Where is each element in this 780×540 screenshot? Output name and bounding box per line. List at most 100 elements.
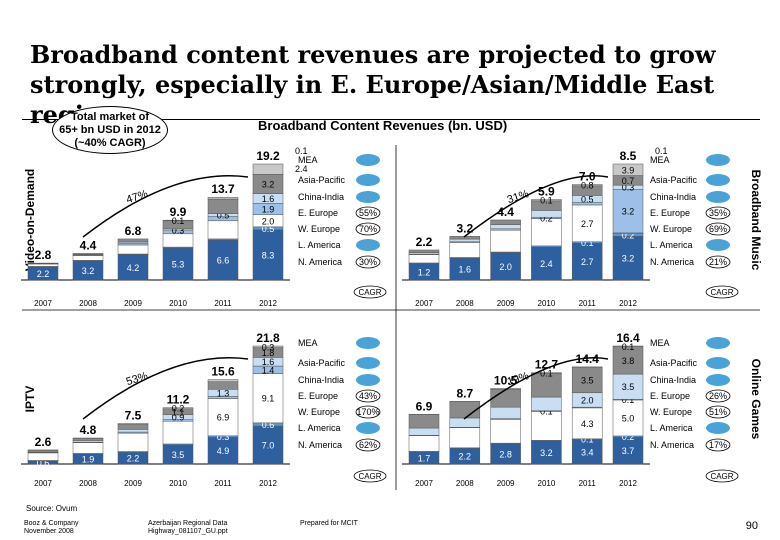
total-label-0-3: 9.9 [170, 205, 187, 219]
bar-3-0-4 [408, 427, 440, 436]
bar-label-1-5-1: 0.2 [622, 230, 635, 240]
cagr-badge-3-6 [705, 438, 731, 452]
year-label-3-2: 2009 [497, 479, 515, 488]
year-label-1-3: 2010 [538, 299, 556, 308]
bar-1-2-2 [490, 229, 521, 253]
total-label-3-0: 6.9 [416, 399, 433, 413]
total-label-1-0: 2.2 [416, 235, 433, 249]
cagr-badge-0-1 [356, 174, 380, 186]
bar-3-5-5 [612, 346, 644, 375]
charts-subtitle: Broadband Content Revenues (bn. USD) [258, 118, 508, 133]
bar-label-1-0-0: 1.2 [418, 267, 431, 277]
bar-label-1-3-0: 2.4 [540, 259, 553, 269]
bar-0-2-5 [117, 238, 149, 243]
bar-label-0-3-0: 5.3 [172, 259, 185, 269]
footer-date: November 2008 [24, 528, 74, 535]
bar-label-1-1-0: 1.6 [459, 265, 472, 275]
legend-label-1-0: MEA [650, 155, 670, 165]
cagr-badge-0-5 [356, 239, 380, 251]
total-label-0-5: 19.2 [256, 149, 280, 163]
legend-label-0-5: L. America [298, 240, 341, 250]
year-label-2-4: 2011 [214, 479, 232, 488]
bar-label-2-5-6: 0.3 [262, 342, 275, 352]
bar-label-0-0-0: 2.2 [37, 269, 50, 279]
bar-0-4-0 [207, 239, 239, 281]
bar-0-0-2 [27, 263, 59, 267]
legend-label-0-3: E. Europe [298, 208, 338, 218]
year-label-3-0: 2007 [415, 479, 433, 488]
year-label-0-2: 2009 [124, 299, 142, 308]
bar-label-1-4-6: 0.8 [581, 181, 594, 191]
bar-label-3-5-0: 3.7 [622, 446, 635, 456]
bar-label-0-5-1: 0.5 [262, 224, 275, 234]
bar-label-1-2-0: 2.0 [499, 262, 512, 272]
bar-label-3-4-1: 0.1 [581, 435, 594, 445]
bar-label-2-5-1: 0.6 [262, 420, 275, 430]
bar-label-0-5-2: 2.0 [262, 216, 275, 226]
cagr-badge-1-0 [706, 154, 730, 166]
cagr-value-1-6: 21% [709, 257, 727, 267]
overall-cagr-0: 47% [125, 188, 150, 206]
bar-3-0-2 [408, 435, 440, 452]
bar-label-2-5-0: 7.0 [262, 441, 275, 451]
cagr-label-box-0 [353, 285, 387, 299]
bar-label-0-5-4: 1.6 [262, 194, 275, 204]
overall-cagr-1: 31% [506, 188, 531, 206]
cagr-badge-2-0 [356, 337, 380, 349]
bar-1-0-2 [408, 254, 440, 264]
year-label-0-1: 2008 [79, 299, 97, 308]
year-label-3-5: 2012 [619, 479, 637, 488]
bar-3-0-5 [408, 414, 440, 429]
bar-label-0-5-5: 3.2 [262, 179, 275, 189]
cagr-value-2-4: 170% [356, 407, 379, 417]
growth-arc-1 [463, 175, 609, 238]
cagr-badge-3-3 [705, 389, 731, 403]
total-label-2-2: 7.5 [125, 408, 142, 422]
bar-label-3-4-5: 3.5 [581, 376, 594, 386]
year-label-0-3: 2010 [169, 299, 187, 308]
bar-label-2-4-4: 1.3 [217, 388, 230, 398]
bar-1-0-5 [408, 249, 440, 253]
bar-2-3-6 [162, 407, 194, 410]
bar-label-3-0-0: 1.7 [418, 453, 431, 463]
bar-2-1-5 [72, 438, 104, 441]
cagr-label-1: CAGR [710, 288, 733, 297]
cagr-value-2-6: 62% [359, 440, 377, 450]
callout-line-3: (~40% CAGR) [74, 136, 146, 149]
bar-2-3-2 [162, 420, 194, 445]
callout-line-1: Total market of [70, 110, 149, 123]
legend-label-1-3: E. Europe [650, 208, 690, 218]
year-label-3-1: 2008 [456, 479, 474, 488]
bar-1-3-4 [531, 210, 562, 218]
bar-1-1-4 [449, 238, 481, 243]
bar-label-2-4-1: 0.3 [217, 432, 230, 442]
bar-label-3-4-2: 4.3 [581, 419, 594, 429]
cagr-label-2: CAGR [358, 472, 381, 481]
bar-label-1-5-5: 0.7 [622, 176, 635, 186]
year-label-3-4: 2011 [579, 479, 597, 488]
bar-1-2-4 [490, 224, 521, 230]
year-label-2-2: 2009 [124, 479, 142, 488]
cagr-label-0: CAGR [358, 288, 381, 297]
bar-label-1-3-3: 0.2 [540, 213, 553, 223]
bar-3-5-0 [612, 437, 644, 465]
cagr-badge-0-3 [355, 206, 381, 220]
legend-label-3-4: W. Europe [650, 407, 692, 417]
cagr-badge-2-2 [356, 374, 380, 386]
callout-line-2: 65+ bn USD in 2012 [59, 123, 161, 136]
bar-label-1-4-4: 0.5 [581, 194, 594, 204]
cagr-badge-1-3 [705, 206, 731, 220]
bar-label-1-4-1: 0.1 [581, 238, 594, 248]
cagr-value-0-6: 30% [359, 257, 377, 267]
title-divider [22, 119, 760, 120]
bar-1-4-0 [571, 242, 603, 281]
cagr-badge-3-4 [705, 405, 731, 419]
year-label-1-2: 2009 [497, 299, 515, 308]
bar-0-1-5 [72, 253, 104, 255]
legend-label-0-2: China-India [298, 192, 344, 202]
side-label-1-0: 0.1 [655, 146, 668, 156]
bar-label-2-5-4: 1.6 [262, 357, 275, 367]
cagr-badge-3-2 [706, 374, 730, 386]
side-label-0-0: 0.1 [295, 146, 308, 156]
